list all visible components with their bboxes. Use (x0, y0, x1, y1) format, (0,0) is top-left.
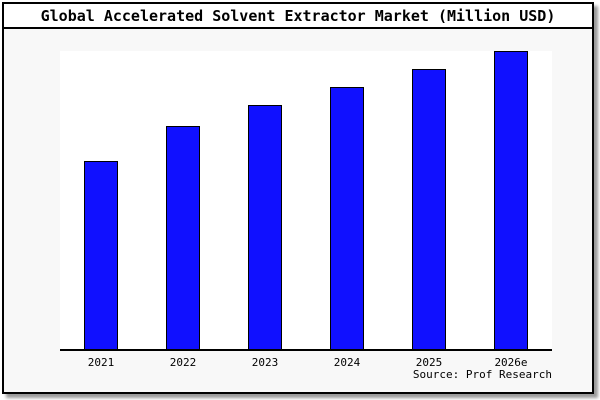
bar-slot-2025 (388, 51, 470, 349)
chart-title-bar: Global Accelerated Solvent Extractor Mar… (4, 4, 592, 29)
bar-2024 (330, 86, 364, 349)
bar-2023 (248, 104, 282, 349)
chart-title: Global Accelerated Solvent Extractor Mar… (40, 6, 556, 25)
x-tick-2021: 2021 (87, 356, 115, 369)
bar-slot-2022 (142, 51, 224, 349)
bar-slot-2024 (306, 51, 388, 349)
bar-slot-2021 (60, 51, 142, 349)
chart-region: 2021 2022 2023 2024 2025 2026e Source: Prof R… (4, 29, 592, 392)
chart-frame: Global Accelerated Solvent Extractor Mar… (2, 2, 594, 394)
bar-slot-2023 (224, 51, 306, 349)
x-tick-2025: 2025 (415, 356, 443, 369)
x-tick-2026e: 2026e (494, 356, 528, 369)
source-credit: Source: Prof Research (412, 368, 552, 381)
bar-2026e (494, 51, 528, 349)
x-tick-2024: 2024 (333, 356, 361, 369)
bar-2022 (166, 125, 200, 349)
bar-2025 (412, 68, 446, 349)
bar-slot-2026e (470, 51, 552, 349)
plot-area (60, 51, 552, 351)
x-tick-2023: 2023 (251, 356, 279, 369)
bar-2021 (84, 161, 118, 349)
x-axis-tick-labels: 2021 2022 2023 2024 2025 2026e (60, 357, 552, 369)
x-tick-2022: 2022 (169, 356, 197, 369)
